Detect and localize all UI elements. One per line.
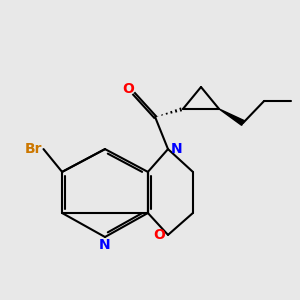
Polygon shape [219, 109, 244, 125]
Text: N: N [171, 142, 183, 156]
Text: O: O [154, 228, 166, 242]
Text: O: O [122, 82, 134, 96]
Text: Br: Br [24, 142, 42, 156]
Text: N: N [99, 238, 111, 252]
